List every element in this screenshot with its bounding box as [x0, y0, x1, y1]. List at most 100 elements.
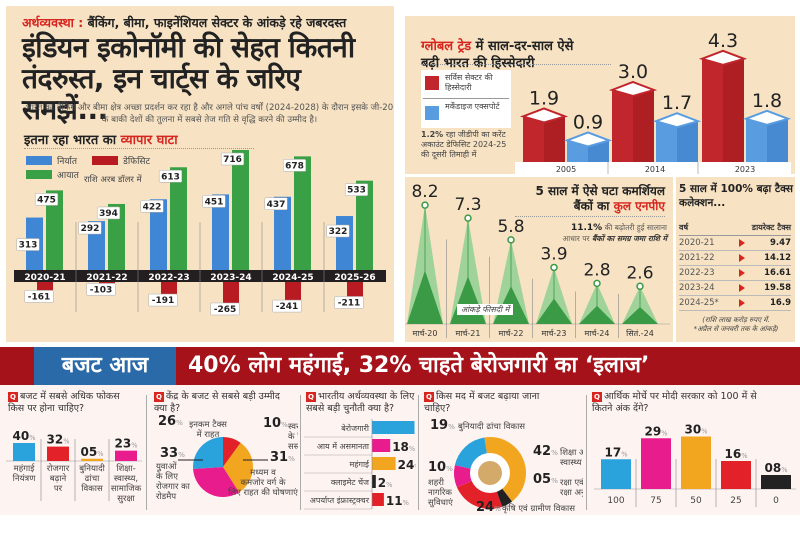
tax-header: वर्ष डायरेक्ट टैक्स: [679, 222, 791, 236]
bar-top: [698, 49, 748, 66]
export-value-box: [264, 197, 288, 211]
tax-footnote: (राशि लाख करोड़ रुपए में. *अप्रैल से जनवर…: [679, 316, 793, 334]
kicker: अर्थव्यवस्था : बैंकिंग, बीमा, फाइनेंशियल…: [22, 14, 346, 31]
npa-value: 8.2: [411, 182, 438, 202]
q2-slice: [193, 467, 240, 497]
bar-side: [723, 58, 744, 162]
divider: [673, 174, 676, 342]
deficit-value: -161: [28, 292, 51, 302]
bar-side: [633, 90, 654, 162]
q5-bar: [721, 461, 751, 489]
question-icon: Q: [8, 391, 18, 402]
export-value-box: [140, 200, 164, 213]
q5-value: 17%: [605, 445, 628, 459]
q1-value: 23%: [115, 437, 138, 451]
q4-value-urban: 10%: [428, 460, 453, 475]
import-value-box: [344, 183, 369, 196]
trade-title-a: इतना रहा भारत का: [24, 133, 117, 148]
q2-label-1: सस्ता कर्ज: [288, 441, 298, 452]
export-value: 292: [81, 224, 100, 234]
npa-note-text: की बढ़ोतरी हुई सालाना आधार पर: [562, 223, 667, 243]
q4-label-def: रक्षा एवं: [560, 477, 583, 488]
export-bar: [274, 196, 291, 270]
q1-category: नियंत्रण: [13, 473, 37, 484]
q4-label-urban: शहरी: [428, 477, 445, 488]
npa-value: 2.6: [626, 263, 653, 283]
tax-row: 2024-25* 16.9: [679, 296, 791, 311]
tax-value: 19.58: [764, 283, 791, 293]
q1-category: विकास: [81, 483, 103, 494]
deficit-value: -265: [214, 305, 237, 315]
year-axis: [515, 162, 791, 174]
q3-category: महंगाई: [349, 459, 370, 469]
trade-chart-title: इतना रहा भारत का व्यापार घाटा: [24, 130, 178, 148]
divider: [421, 64, 611, 65]
q1-bar: [47, 446, 69, 461]
npa-title-a: 5 साल में ऐसे घटा कमर्शियल: [535, 184, 665, 198]
q5-category: 25: [730, 496, 741, 506]
import-bar: [356, 180, 373, 270]
npa-note-bold: 11.1%: [570, 223, 603, 233]
q3-value: 18%: [392, 440, 415, 454]
q2-label-3: रोजगार का: [156, 481, 191, 492]
q5-value: 30%: [685, 423, 708, 437]
q3-value: 2%: [378, 476, 393, 490]
q1-category: बढ़ाने: [50, 473, 67, 484]
q2-label-2: मध्यम व: [250, 468, 276, 478]
npa-unit: आंकड़े फीसदी में: [457, 304, 514, 315]
import-bar: [170, 167, 187, 270]
q2-value-4: 26%: [158, 415, 183, 429]
import-value: 678: [285, 161, 304, 171]
pointer-icon: [739, 239, 745, 247]
npa-title-b: बैंकों का: [573, 199, 610, 213]
export-bar: [212, 194, 229, 270]
category-label: 2022-23: [148, 273, 189, 283]
right-panel: 1.9 0.9 2005 3.0 1.7 2014 4.3 1.8 2023 ग्लोबल ट्…: [405, 16, 795, 342]
q4-label-edu: स्वास्थ्य: [560, 458, 583, 468]
import-value: 716: [223, 155, 242, 165]
share-value: 4.3: [708, 30, 738, 52]
banner-tag: बजट आज: [34, 347, 176, 385]
import-bar: [108, 203, 125, 270]
q3-bar: [372, 439, 391, 452]
divider: [586, 395, 587, 510]
npa-title: 5 साल में ऐसे घटा कमर्शियल बैंकों का कुल…: [495, 184, 665, 214]
year-label: 2023: [735, 165, 755, 174]
q1-value: 32%: [47, 433, 70, 447]
share-title-c: बढ़ी भारत की हिस्सेदारी: [421, 56, 535, 71]
npa-marker: [507, 236, 515, 244]
tax-year: 2022-23: [679, 268, 715, 278]
share-value: 3.0: [618, 61, 648, 83]
import-value-box: [158, 170, 183, 183]
npa-value: 2.8: [583, 260, 610, 280]
q5-category: 75: [650, 496, 661, 506]
q2-label-3: रोडमैप: [156, 491, 176, 502]
divider: [146, 395, 147, 510]
import-value-box: [34, 193, 59, 206]
q1-category: सामाजिक: [111, 483, 142, 494]
question-icon: Q: [306, 391, 316, 402]
pointer-icon: [739, 284, 745, 292]
q5-category: 0: [773, 496, 779, 506]
q3-category: क्लाइमेट चेंज: [331, 477, 370, 487]
npa-marker: [636, 282, 644, 291]
q3-bar: [372, 493, 384, 506]
q5-chart: 17% 100 29% 75 30% 50 16% 25 08% 0: [594, 423, 796, 507]
export-bar: [336, 216, 353, 270]
npa-note-italic: बैंकों का समग्र जमा राशि में: [591, 233, 667, 243]
q5-category: 50: [690, 496, 702, 506]
q3-category: अपर्याप्त इंफ्रास्ट्रक्चर: [310, 495, 370, 505]
npa-marker: [421, 201, 429, 209]
npa-marker: [593, 279, 601, 288]
q2-slice: [223, 442, 253, 493]
kicker-text: बैंकिंग, बीमा, फाइनेंशियल सेक्टर के आंकड…: [87, 15, 347, 30]
intro-text: भारत का बैंकिंग और बीमा क्षेत्र अच्छा प्…: [25, 103, 394, 125]
deficit-value: -191: [152, 296, 175, 306]
divider: [515, 216, 665, 217]
legend-merch: मर्केंडाइज एक्सपोर्ट: [445, 102, 500, 111]
legend-service: सर्विस सेक्टर की हिस्सेदारी: [445, 73, 493, 92]
export-value-box: [78, 221, 102, 235]
trade-panel: अर्थव्यवस्था : बैंकिंग, बीमा, फाइनेंशियल…: [6, 6, 394, 342]
q1-value: 05%: [81, 445, 104, 459]
q2-label-4: इनकम टैक्स: [189, 419, 227, 430]
